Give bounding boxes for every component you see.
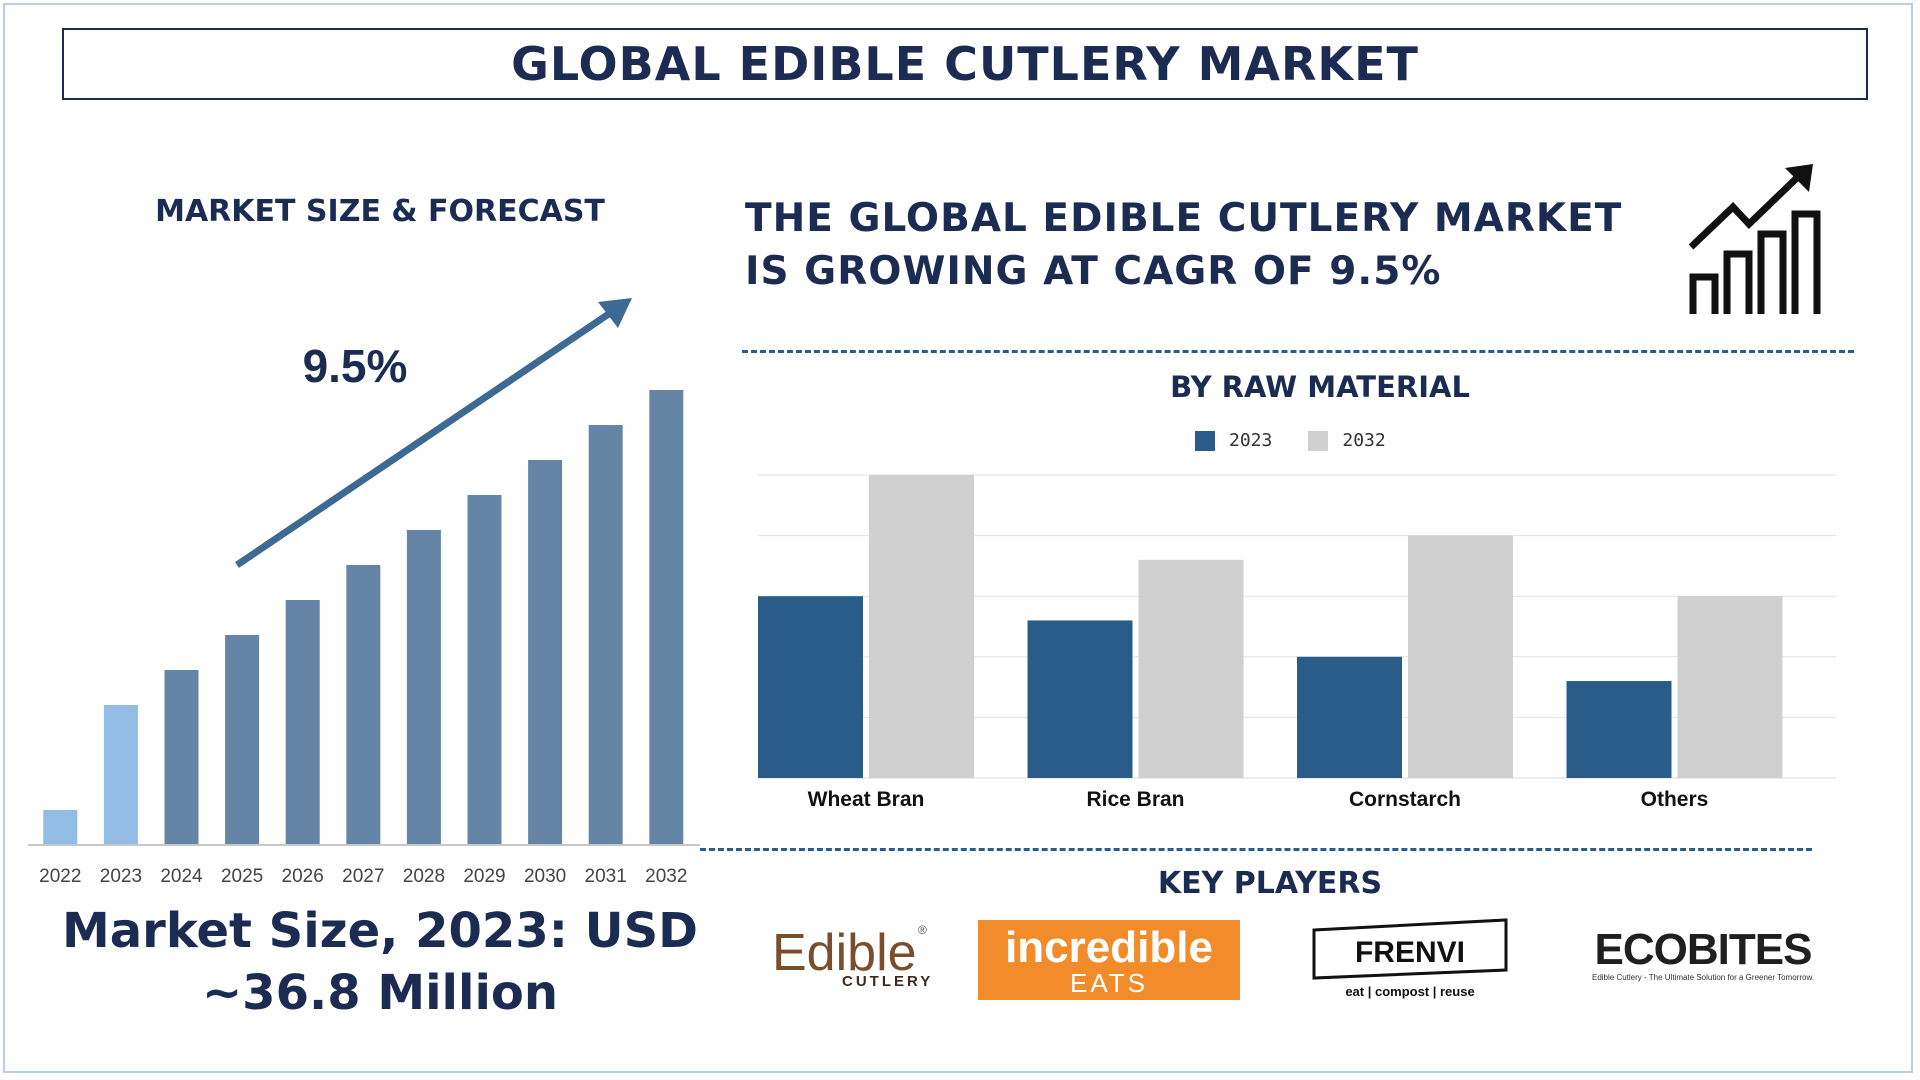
forecast-bar-2032 [649,390,684,845]
forecast-tick-2025: 2025 [221,866,263,887]
forecast-bar-2031 [588,425,623,845]
raw-bar-rice-bran-2032 [1138,559,1244,778]
forecast-bar-2025 [225,635,260,845]
forecast-tick-2026: 2026 [282,866,324,887]
forecast-bar-2029 [467,495,502,845]
raw-bar-wheat-bran-2032 [869,475,974,778]
forecast-bar-2023 [103,705,138,845]
forecast-tick-2029: 2029 [463,866,505,887]
edible-cutlery-logo: Edible CUTLERY ® [772,923,933,990]
raw-tick-rice-bran: Rice Bran [1086,788,1184,811]
raw-bar-cornstarch-2023 [1297,656,1402,778]
page-title: GLOBAL EDIBLE CUTLERY MARKET [511,37,1419,91]
forecast-bar-2024 [164,670,199,845]
raw-bar-cornstarch-2032 [1408,535,1513,778]
cagr-headline: THE GLOBAL EDIBLE CUTLERY MARKET IS GROW… [745,196,1623,294]
forecast-tick-2032: 2032 [645,866,687,887]
left-subtitle: MARKET SIZE & FORECAST [155,194,605,229]
incredible-eats-logo: incredible EATS [978,920,1240,1000]
forecast-tick-2024: 2024 [160,866,203,887]
frenvi-logo-word: FRENVI [1355,936,1465,969]
ecobites-logo: ECOBITES Edible Cutlery - The Ultimate S… [1592,925,1814,982]
incredible-logo-sub: EATS [1070,968,1148,998]
edible-logo-word: Edible [772,924,917,982]
title-box: GLOBAL EDIBLE CUTLERY MARKET [62,28,1868,100]
market-size-text: Market Size, 2023: USD ~36.8 Million [61,903,699,1021]
raw-material-chart: Wheat Bran Rice Bran Cornstarch Others [758,474,1836,811]
legend-item-2032: 2032 [1308,430,1386,451]
raw-bar-others-2023 [1566,681,1672,778]
frenvi-logo: FRENVI eat | compost | reuse [1312,918,1508,999]
raw-bar-wheat-bran-2023 [758,596,863,778]
forecast-tick-2022: 2022 [39,866,81,887]
legend-label-2032: 2032 [1342,430,1386,451]
ecobites-logo-sub: Edible Cutlery - The Ultimate Solution f… [1592,973,1814,982]
legend-label-2023: 2023 [1229,430,1273,451]
growth-chart-icon [1688,164,1821,314]
forecast-bar-2026 [285,600,320,845]
forecast-tick-2027: 2027 [342,866,384,887]
forecast-tick-2023: 2023 [100,866,142,887]
growth-arrow-head [598,298,632,328]
key-players-title: KEY PLAYERS [1157,866,1383,901]
raw-tick-others: Others [1641,788,1709,811]
forecast-bar-2030 [528,460,563,845]
legend-swatch-2023 [1195,430,1215,451]
raw-bar-rice-bran-2023 [1027,620,1133,778]
divider-bottom [700,848,1812,851]
growth-arrow-shaft [235,300,627,568]
forecast-bar-2027 [346,565,381,845]
forecast-bar-2028 [406,530,441,845]
legend-swatch-2032 [1308,430,1329,451]
forecast-tick-2028: 2028 [403,866,445,887]
forecast-tick-2030: 2030 [524,866,566,887]
raw-tick-cornstarch: Cornstarch [1349,788,1461,811]
raw-material-title: BY RAW MATERIAL [1170,370,1470,404]
raw-tick-wheat-bran: Wheat Bran [808,788,925,811]
svg-text:®: ® [918,923,927,937]
raw-bar-others-2032 [1677,596,1783,778]
divider-top [742,350,1854,353]
forecast-bar-2022 [43,810,78,845]
legend-item-2023: 2023 [1195,430,1272,451]
edible-logo-sub: CUTLERY [842,973,933,990]
forecast-tick-2031: 2031 [585,866,627,887]
cagr-annotation: 9.5% [303,340,408,392]
ecobites-logo-word: ECOBITES [1595,925,1812,974]
forecast-chart: 2022 2023 2024 2025 2026 2027 2028 2029 2030 2031… [28,298,700,887]
raw-material-legend: 2023 2032 [1195,430,1386,451]
incredible-logo-word: incredible [1005,923,1213,972]
frenvi-logo-sub: eat | compost | reuse [1345,984,1474,999]
page-frame [3,3,1913,1073]
